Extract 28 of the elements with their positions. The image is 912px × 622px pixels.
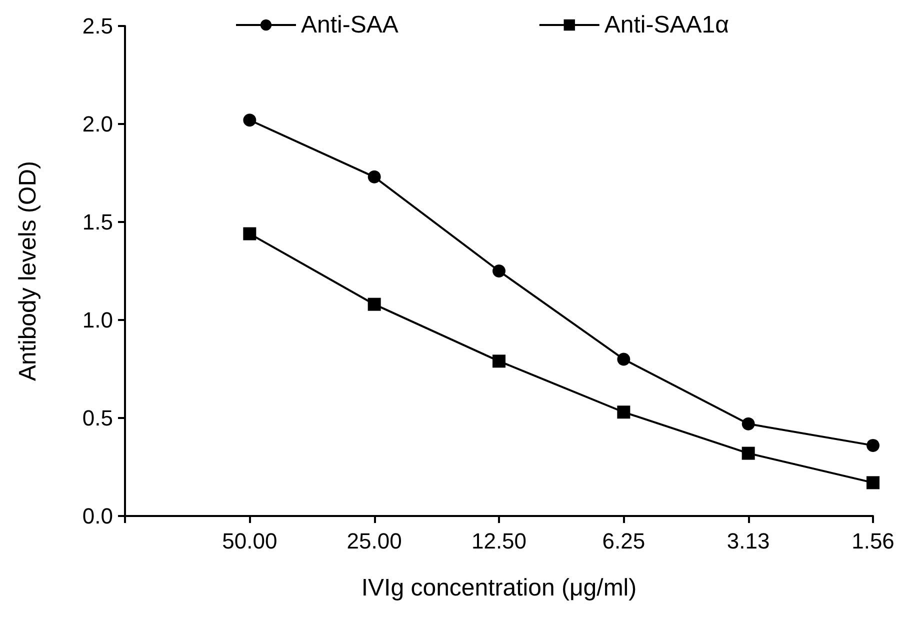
y-tick-label: 2.5 <box>82 14 113 38</box>
point <box>368 170 381 184</box>
y-tick-label: 1.0 <box>82 308 113 332</box>
x-tick-label: 50.00 <box>222 528 278 554</box>
y-tick-label: 0.0 <box>82 504 113 528</box>
point <box>617 406 630 419</box>
y-tick-label: 0.5 <box>82 406 113 430</box>
x-axis-title: IVIg concentration (μg/ml) <box>361 574 637 602</box>
x-tick-label: 1.56 <box>852 528 894 554</box>
point <box>866 476 880 490</box>
point <box>243 114 256 127</box>
point <box>617 352 630 366</box>
point <box>742 417 755 430</box>
point <box>866 438 880 452</box>
y-tick-label: 2.0 <box>82 112 113 136</box>
point <box>742 446 755 460</box>
point <box>243 227 256 240</box>
x-tick-label: 25.00 <box>346 528 402 554</box>
point <box>368 298 381 311</box>
y-axis-title: Antibody levels (OD) <box>14 160 42 382</box>
x-tick-label: 6.25 <box>602 528 646 554</box>
y-tick-label: 1.5 <box>82 210 113 234</box>
legend-label: Anti-SAA <box>301 12 398 38</box>
x-tick-label: 12.50 <box>471 528 527 554</box>
x-tick-label: 3.13 <box>726 528 770 554</box>
point <box>492 354 506 368</box>
point <box>492 264 506 278</box>
legend-label: Anti-SAA1α <box>604 12 730 38</box>
